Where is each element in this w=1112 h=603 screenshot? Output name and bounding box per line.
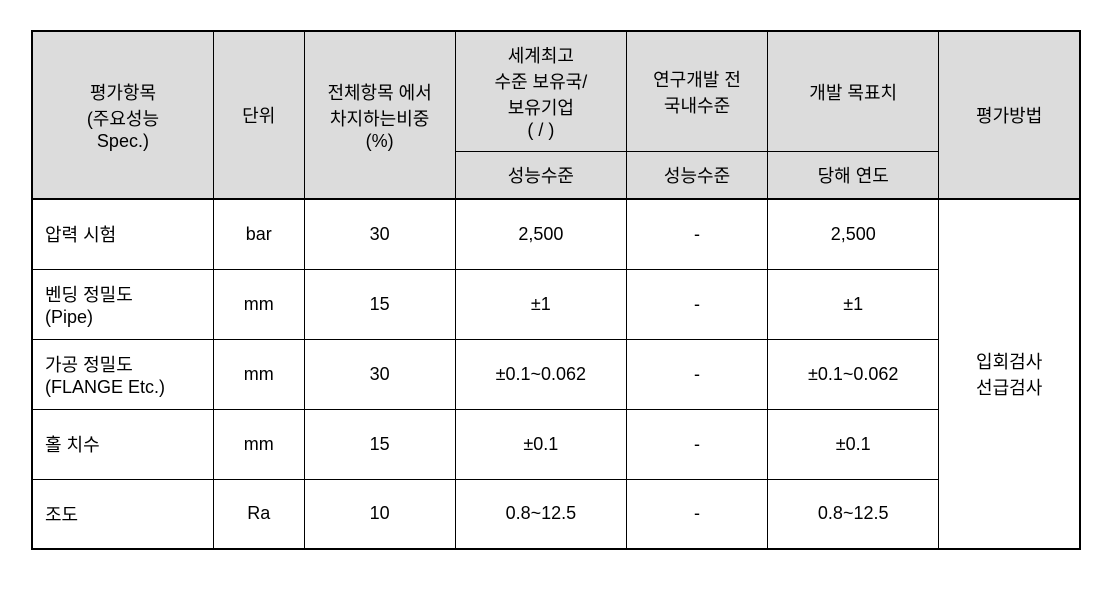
cell-world: ±0.1~0.062 (455, 339, 626, 409)
cell-unit: mm (213, 269, 304, 339)
cell-domestic: - (627, 339, 768, 409)
cell-target: ±1 (768, 269, 939, 339)
cell-item: 벤딩 정밀도(Pipe) (32, 269, 213, 339)
cell-item: 홀 치수 (32, 409, 213, 479)
cell-domestic: - (627, 199, 768, 269)
header-world-main: 세계최고수준 보유국/보유기업( / ) (455, 31, 626, 152)
header-domestic-main: 연구개발 전국내수준 (627, 31, 768, 152)
header-method: 평가방법 (939, 31, 1080, 199)
cell-world: ±1 (455, 269, 626, 339)
cell-world: 2,500 (455, 199, 626, 269)
table-row: 벤딩 정밀도(Pipe) mm 15 ±1 - ±1 (32, 269, 1080, 339)
cell-world: 0.8~12.5 (455, 479, 626, 549)
cell-unit: bar (213, 199, 304, 269)
table-row: 조도 Ra 10 0.8~12.5 - 0.8~12.5 (32, 479, 1080, 549)
header-world-sub: 성능수준 (455, 152, 626, 200)
header-target-main: 개발 목표치 (768, 31, 939, 152)
cell-domestic: - (627, 269, 768, 339)
cell-item: 조도 (32, 479, 213, 549)
header-unit: 단위 (213, 31, 304, 199)
cell-weight: 30 (304, 339, 455, 409)
cell-target: 0.8~12.5 (768, 479, 939, 549)
header-target-sub: 당해 연도 (768, 152, 939, 200)
table-row: 압력 시험 bar 30 2,500 - 2,500 입회검사선급검사 (32, 199, 1080, 269)
cell-weight: 15 (304, 269, 455, 339)
cell-world: ±0.1 (455, 409, 626, 479)
cell-item: 가공 정밀도(FLANGE Etc.) (32, 339, 213, 409)
cell-domestic: - (627, 479, 768, 549)
table-row: 홀 치수 mm 15 ±0.1 - ±0.1 (32, 409, 1080, 479)
header-weight: 전체항목 에서차지하는비중(%) (304, 31, 455, 199)
spec-table: 평가항목(주요성능Spec.) 단위 전체항목 에서차지하는비중(%) 세계최고… (31, 30, 1081, 550)
cell-target: ±0.1 (768, 409, 939, 479)
cell-weight: 10 (304, 479, 455, 549)
cell-unit: Ra (213, 479, 304, 549)
cell-target: 2,500 (768, 199, 939, 269)
cell-item: 압력 시험 (32, 199, 213, 269)
cell-target: ±0.1~0.062 (768, 339, 939, 409)
header-domestic-sub: 성능수준 (627, 152, 768, 200)
cell-weight: 30 (304, 199, 455, 269)
cell-domestic: - (627, 409, 768, 479)
table-row: 가공 정밀도(FLANGE Etc.) mm 30 ±0.1~0.062 - ±… (32, 339, 1080, 409)
cell-unit: mm (213, 339, 304, 409)
cell-weight: 15 (304, 409, 455, 479)
cell-method: 입회검사선급검사 (939, 199, 1080, 549)
header-item: 평가항목(주요성능Spec.) (32, 31, 213, 199)
cell-unit: mm (213, 409, 304, 479)
